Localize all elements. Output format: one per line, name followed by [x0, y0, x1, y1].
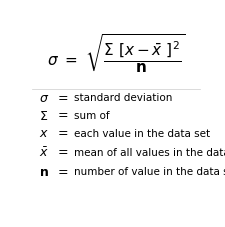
Text: =: =: [58, 126, 68, 139]
Text: number of value in the data set: number of value in the data set: [73, 166, 225, 176]
Text: =: =: [58, 146, 68, 159]
Text: $\bar{x}$: $\bar{x}$: [39, 146, 48, 159]
Text: =: =: [58, 91, 68, 104]
Text: $\mathbf{n}$: $\mathbf{n}$: [39, 165, 48, 178]
Text: standard deviation: standard deviation: [73, 93, 171, 103]
Text: $\Sigma$: $\Sigma$: [39, 109, 48, 122]
Text: sum of: sum of: [73, 111, 109, 121]
Text: $\sigma\ =\ \sqrt{\dfrac{\Sigma\ [x - \bar{x}\ ]^{2}}{{\bf n}}}$: $\sigma\ =\ \sqrt{\dfrac{\Sigma\ [x - \b…: [47, 32, 184, 74]
Text: mean of all values in the data set: mean of all values in the data set: [73, 147, 225, 157]
Text: $\sigma$: $\sigma$: [39, 91, 49, 104]
Text: each value in the data set: each value in the data set: [73, 128, 209, 138]
Text: =: =: [58, 165, 68, 178]
Text: =: =: [58, 109, 68, 122]
Text: $x$: $x$: [39, 126, 48, 139]
